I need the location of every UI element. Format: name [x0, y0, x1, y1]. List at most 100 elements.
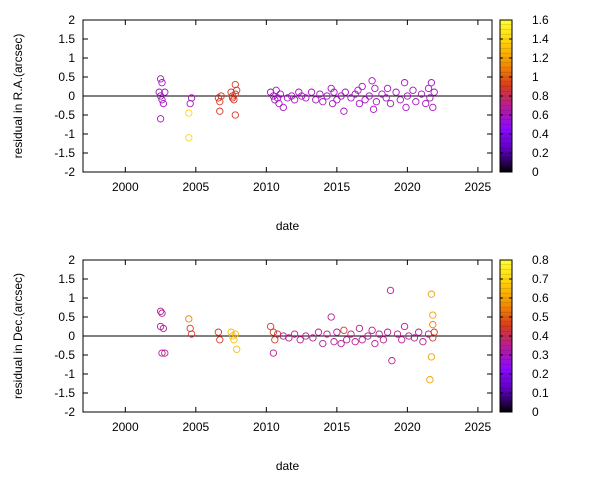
colorbar-segment [500, 88, 512, 92]
colorbar-segment [500, 72, 512, 76]
data-point [361, 96, 369, 104]
colorbar-segment [500, 279, 512, 282]
colorbar-tick-label: 1.4 [532, 32, 549, 46]
y-tick-label: 0.5 [58, 70, 75, 84]
y-tick-label: 1 [68, 51, 75, 65]
colorbar-segment [500, 50, 512, 54]
data-point [419, 338, 427, 346]
colorbar-segment [500, 407, 512, 411]
x-tick-label: 2010 [253, 420, 280, 434]
colorbar-segment [500, 381, 512, 384]
colorbar-segment [500, 153, 512, 156]
colorbar-segment [500, 338, 512, 342]
data-point [309, 334, 317, 342]
colorbar-segment [500, 409, 512, 413]
colorbar-segment [500, 22, 512, 26]
data-point [430, 88, 438, 96]
x-tick-label: 2000 [112, 420, 139, 434]
data-point [386, 286, 395, 295]
colorbar-segment [500, 122, 512, 125]
data-point [340, 326, 348, 334]
data-point [185, 109, 193, 117]
colorbar-segment [500, 27, 512, 30]
data-point [383, 328, 392, 336]
colorbar-segment [500, 355, 512, 358]
data-point [386, 99, 395, 108]
colorbar-segment [500, 288, 512, 292]
data-point [231, 80, 239, 89]
colorbar-segment [500, 333, 512, 337]
data-point [158, 309, 166, 317]
colorbar-segment [500, 31, 512, 35]
colorbar-segment [500, 385, 512, 389]
colorbar-tick-label: 0.2 [532, 367, 549, 381]
colorbar-segment [500, 20, 512, 23]
colorbar-segment [500, 267, 512, 270]
y-tick-label: 1.5 [58, 272, 75, 286]
colorbar-tick-label: 0 [532, 165, 539, 179]
y-tick-label: -2 [64, 405, 75, 419]
data-point [217, 92, 225, 100]
colorbar-segment [500, 117, 512, 121]
data-point [269, 92, 278, 100]
colorbar-segment [500, 48, 512, 52]
colorbar-segment [500, 134, 512, 137]
colorbar-segment [500, 115, 512, 118]
colorbar-segment [500, 67, 512, 71]
data-point [379, 336, 388, 344]
colorbar-segment [500, 157, 512, 161]
data-point [427, 290, 436, 298]
data-point [185, 134, 193, 142]
y-tick-label: 1.5 [58, 32, 75, 46]
colorbar-segment [500, 107, 512, 111]
colorbar-tick-label: 0.5 [532, 310, 549, 324]
y-axis-label: residual in Dec.(arcsec) [11, 273, 25, 399]
data-point [312, 96, 320, 104]
colorbar-segment [500, 383, 512, 387]
data-point [328, 99, 337, 108]
colorbar-segment [500, 41, 512, 45]
colorbar-segment [500, 60, 512, 64]
data-point [323, 92, 331, 100]
data-point [231, 330, 239, 338]
data-point [330, 88, 338, 96]
data-point [186, 99, 194, 108]
colorbar-tick-label: 1.2 [532, 51, 549, 65]
colorbar-segment [500, 69, 512, 73]
x-tick-label: 2025 [465, 180, 492, 194]
data-point [161, 349, 169, 357]
colorbar-segment [500, 271, 512, 275]
data-point [403, 92, 412, 100]
data-point [266, 322, 275, 331]
colorbar-segment [500, 378, 512, 382]
x-tick-label: 2005 [182, 420, 209, 434]
colorbar-segment [500, 393, 512, 396]
data-point [231, 111, 239, 119]
data-point [409, 86, 417, 94]
x-axis-label: date [276, 219, 300, 233]
colorbar-segment [500, 138, 512, 142]
data-point [402, 103, 410, 112]
x-tick-label: 2005 [182, 180, 209, 194]
data-point [186, 324, 194, 333]
colorbar-tick-label: 0.6 [532, 108, 549, 122]
data-point [427, 353, 436, 361]
y-tick-label: 0.5 [58, 310, 75, 324]
y-tick-label: -1.5 [54, 146, 75, 160]
colorbar-segment [500, 105, 512, 109]
data-point [302, 332, 310, 340]
data-point [159, 324, 168, 333]
data-point [426, 376, 434, 384]
data-point [275, 99, 283, 108]
data-point [327, 313, 335, 321]
colorbar-segment [500, 98, 512, 102]
data-point [158, 96, 166, 104]
colorbar-segment [500, 300, 512, 304]
data-point [290, 96, 299, 104]
y-tick-label: -0.5 [54, 108, 75, 122]
data-point [375, 330, 383, 338]
colorbar-segment [500, 376, 512, 380]
x-axis-label: date [276, 459, 300, 473]
colorbar-segment [500, 74, 512, 78]
